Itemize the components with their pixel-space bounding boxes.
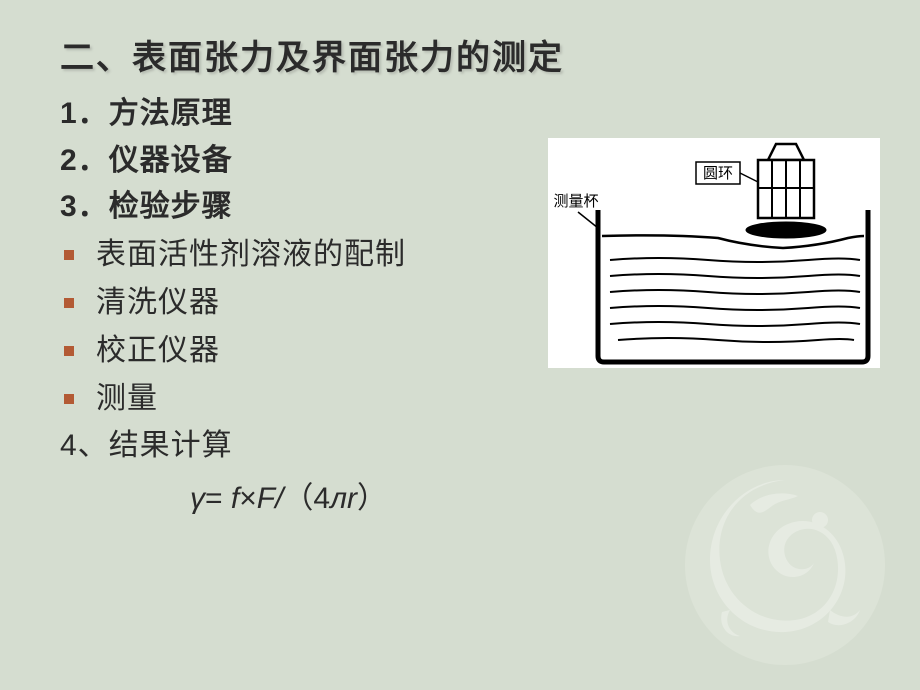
formula-eq: = [205, 482, 231, 515]
formula-close: ） [357, 482, 387, 515]
bullet-item: 测量 [60, 375, 920, 423]
bullet-text: 清洗仪器 [96, 279, 220, 327]
formula-r: r [347, 482, 357, 515]
slide-title: 二、表面张力及界面张力的测定 [60, 30, 920, 79]
bullet-square-icon [64, 394, 74, 404]
formula-open: （ [283, 482, 313, 515]
cup-label-text: 测量杯 [553, 193, 598, 210]
watermark-motif-icon [680, 460, 890, 670]
item-label: 方法原理 [109, 97, 233, 130]
bullet-text: 测量 [96, 375, 158, 423]
ring-cup-diagram: 圆环 测量杯 [548, 138, 880, 368]
item-number: 2． [60, 144, 109, 177]
bullet-square-icon [64, 250, 74, 260]
wave-lines-icon [610, 258, 860, 342]
formula-pi: л [330, 482, 347, 515]
numbered-item: 1．方法原理 [60, 91, 920, 138]
formula-gamma: γ [190, 482, 205, 515]
bullet-text: 校正仪器 [96, 327, 220, 375]
formula-f: f [231, 482, 239, 515]
item-number: 1． [60, 97, 109, 130]
item-label: 仪器设备 [109, 144, 233, 177]
formula-F: F [257, 482, 275, 515]
formula-four: 4 [313, 482, 330, 515]
item-label: 结果计算 [109, 429, 233, 462]
cup-label: 测量杯 [553, 193, 598, 228]
diagram-svg: 圆环 测量杯 [548, 138, 880, 368]
bullet-square-icon [64, 298, 74, 308]
ring-apparatus-icon [746, 144, 826, 238]
ring-label-text: 圆环 [703, 166, 733, 182]
item-number: 4、 [60, 429, 109, 462]
formula-times: × [239, 482, 257, 515]
bullet-text: 表面活性剂溶液的配制 [96, 231, 406, 279]
bullet-square-icon [64, 346, 74, 356]
water-surface-icon [602, 235, 864, 248]
item-number: 3． [60, 190, 109, 223]
ring-label: 圆环 [696, 162, 758, 184]
slide: 二、表面张力及界面张力的测定 1．方法原理 2．仪器设备 3．检验步骤 表面活性… [0, 0, 920, 690]
item-label: 检验步骤 [109, 190, 233, 223]
